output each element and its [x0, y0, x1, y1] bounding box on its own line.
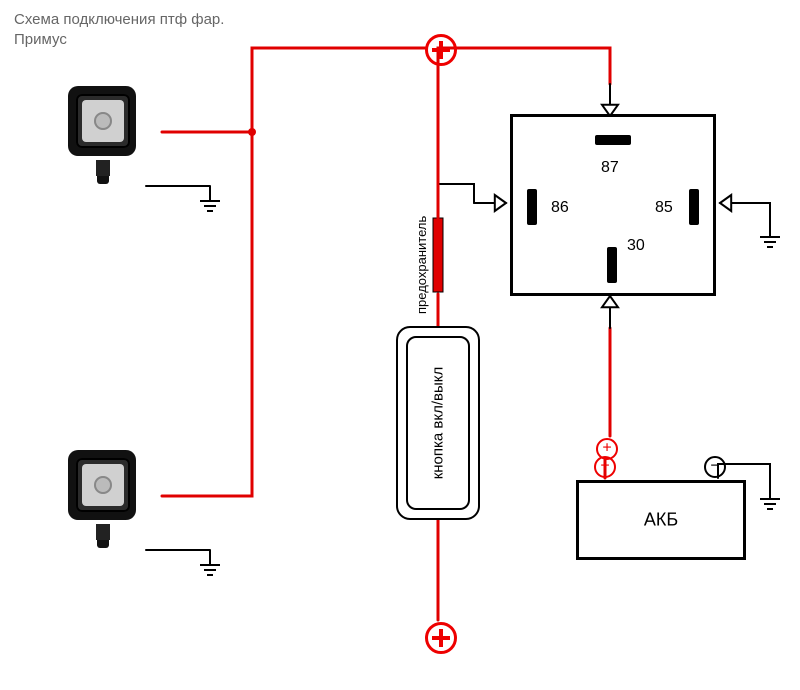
relay-label-87: 87 — [601, 159, 619, 177]
relay-label-30: 30 — [627, 237, 645, 255]
power-node-icon — [425, 34, 457, 66]
minus-icon: − — [704, 456, 726, 478]
relay-pin-30 — [607, 247, 617, 283]
relay-pin-86 — [527, 189, 537, 225]
relay-label-85: 85 — [655, 199, 673, 217]
relay-pin-85 — [689, 189, 699, 225]
fuse-label: предохранитель — [414, 216, 429, 314]
switch-button: кнопка вкл/выкл — [396, 326, 480, 520]
fog-lamp-left-top — [62, 80, 148, 190]
switch-label: кнопка вкл/выкл — [430, 367, 447, 480]
relay-box: 87 86 85 30 — [510, 114, 716, 296]
fog-lamp-left-bottom — [62, 444, 148, 554]
relay-label-86: 86 — [551, 199, 569, 217]
battery-box: АКБ — [576, 480, 746, 560]
power-node-icon — [425, 622, 457, 654]
relay-pin-87 — [595, 135, 631, 145]
battery-label: АКБ — [579, 510, 743, 531]
plus-icon: + — [596, 438, 618, 460]
